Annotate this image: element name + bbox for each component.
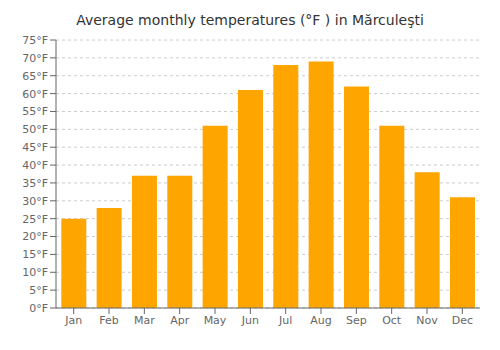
svg-text:Oct: Oct (382, 314, 402, 327)
svg-text:25°F: 25°F (22, 213, 48, 226)
svg-text:35°F: 35°F (22, 177, 48, 190)
svg-text:Nov: Nov (416, 314, 438, 327)
svg-text:Mar: Mar (134, 314, 155, 327)
svg-text:15°F: 15°F (22, 248, 48, 261)
svg-text:Jan: Jan (64, 314, 82, 327)
svg-text:60°F: 60°F (22, 88, 48, 101)
svg-text:50°F: 50°F (22, 123, 48, 136)
svg-text:30°F: 30°F (22, 195, 48, 208)
svg-text:Jun: Jun (241, 314, 259, 327)
svg-text:45°F: 45°F (22, 141, 48, 154)
svg-text:10°F: 10°F (22, 266, 48, 279)
svg-text:Dec: Dec (452, 314, 473, 327)
svg-text:May: May (204, 314, 227, 327)
svg-text:5°F: 5°F (29, 284, 48, 297)
svg-text:0°F: 0°F (29, 302, 48, 315)
svg-text:20°F: 20°F (22, 230, 48, 243)
svg-text:Jul: Jul (278, 314, 292, 327)
svg-text:Aug: Aug (310, 314, 331, 327)
html-text:Average monthly temperatures (: Average monthly temperatures (°F ) in Mă… (76, 12, 424, 28)
svg-text:55°F: 55°F (22, 105, 48, 118)
svg-text:65°F: 65°F (22, 70, 48, 83)
svg-text:40°F: 40°F (22, 159, 48, 172)
svg-text:Sep: Sep (346, 314, 367, 327)
svg-text:75°F: 75°F (22, 34, 48, 47)
svg-text:Apr: Apr (170, 314, 190, 327)
svg-text:Feb: Feb (99, 314, 118, 327)
svg-text:70°F: 70°F (22, 52, 48, 65)
